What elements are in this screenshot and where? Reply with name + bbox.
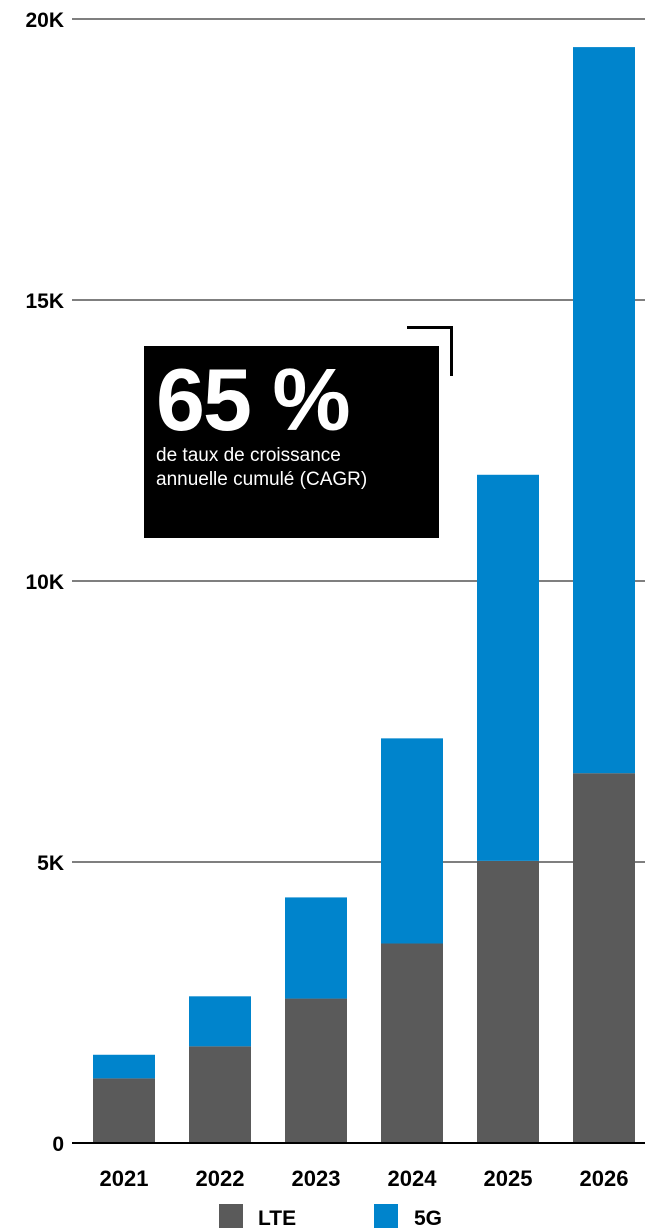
- bar-lte-2024: [381, 943, 443, 1143]
- x-tick-label-2026: 2026: [580, 1166, 629, 1191]
- cagr-value: 65 %: [156, 350, 351, 449]
- legend: LTE 5G: [219, 1204, 442, 1230]
- bar-lte-2023: [285, 998, 347, 1143]
- cagr-description-line-2: annuelle cumulé (CAGR): [156, 469, 368, 490]
- legend-swatch-5g: [374, 1204, 398, 1228]
- x-tick-label-2024: 2024: [388, 1166, 438, 1191]
- bar-5g-2023: [285, 897, 347, 999]
- y-tick-label-10K: 10K: [25, 571, 64, 594]
- legend-label-5g: 5G: [414, 1207, 442, 1230]
- x-tick-label-2021: 2021: [100, 1166, 149, 1191]
- cagr-callout-box: 65 % de taux de croissance annuelle cumu…: [144, 346, 439, 538]
- y-tick-label-0: 0: [52, 1133, 64, 1156]
- y-axis-tick-labels: 0 5K 10K 15K 20K: [25, 9, 64, 1156]
- y-tick-label-5K: 5K: [37, 852, 64, 875]
- bar-5g-2025: [477, 474, 539, 861]
- x-tick-label-2022: 2022: [196, 1166, 245, 1191]
- bar-5g-2024: [381, 738, 443, 944]
- x-axis-category-labels: 2021 2022 2023 2024 2025 2026: [100, 1166, 629, 1191]
- y-tick-label-20K: 20K: [25, 9, 64, 32]
- bars: [72, 47, 645, 1144]
- bar-5g-2021: [93, 1054, 155, 1079]
- callout-corner-bracket: [407, 326, 453, 376]
- bar-5g-2026: [573, 47, 635, 774]
- grid-lines: [72, 18, 645, 1144]
- legend-label-lte: LTE: [258, 1207, 296, 1230]
- x-tick-label-2025: 2025: [484, 1166, 533, 1191]
- y-tick-label-15K: 15K: [25, 290, 64, 313]
- x-tick-label-2023: 2023: [292, 1166, 341, 1191]
- bar-lte-2026: [573, 773, 635, 1143]
- bar-lte-2021: [93, 1078, 155, 1143]
- bar-lte-2025: [477, 860, 539, 1143]
- bar-lte-2022: [189, 1046, 251, 1143]
- bar-5g-2022: [189, 996, 251, 1047]
- legend-swatch-lte: [219, 1204, 243, 1228]
- cagr-description-line-1: de taux de croissance: [156, 445, 341, 466]
